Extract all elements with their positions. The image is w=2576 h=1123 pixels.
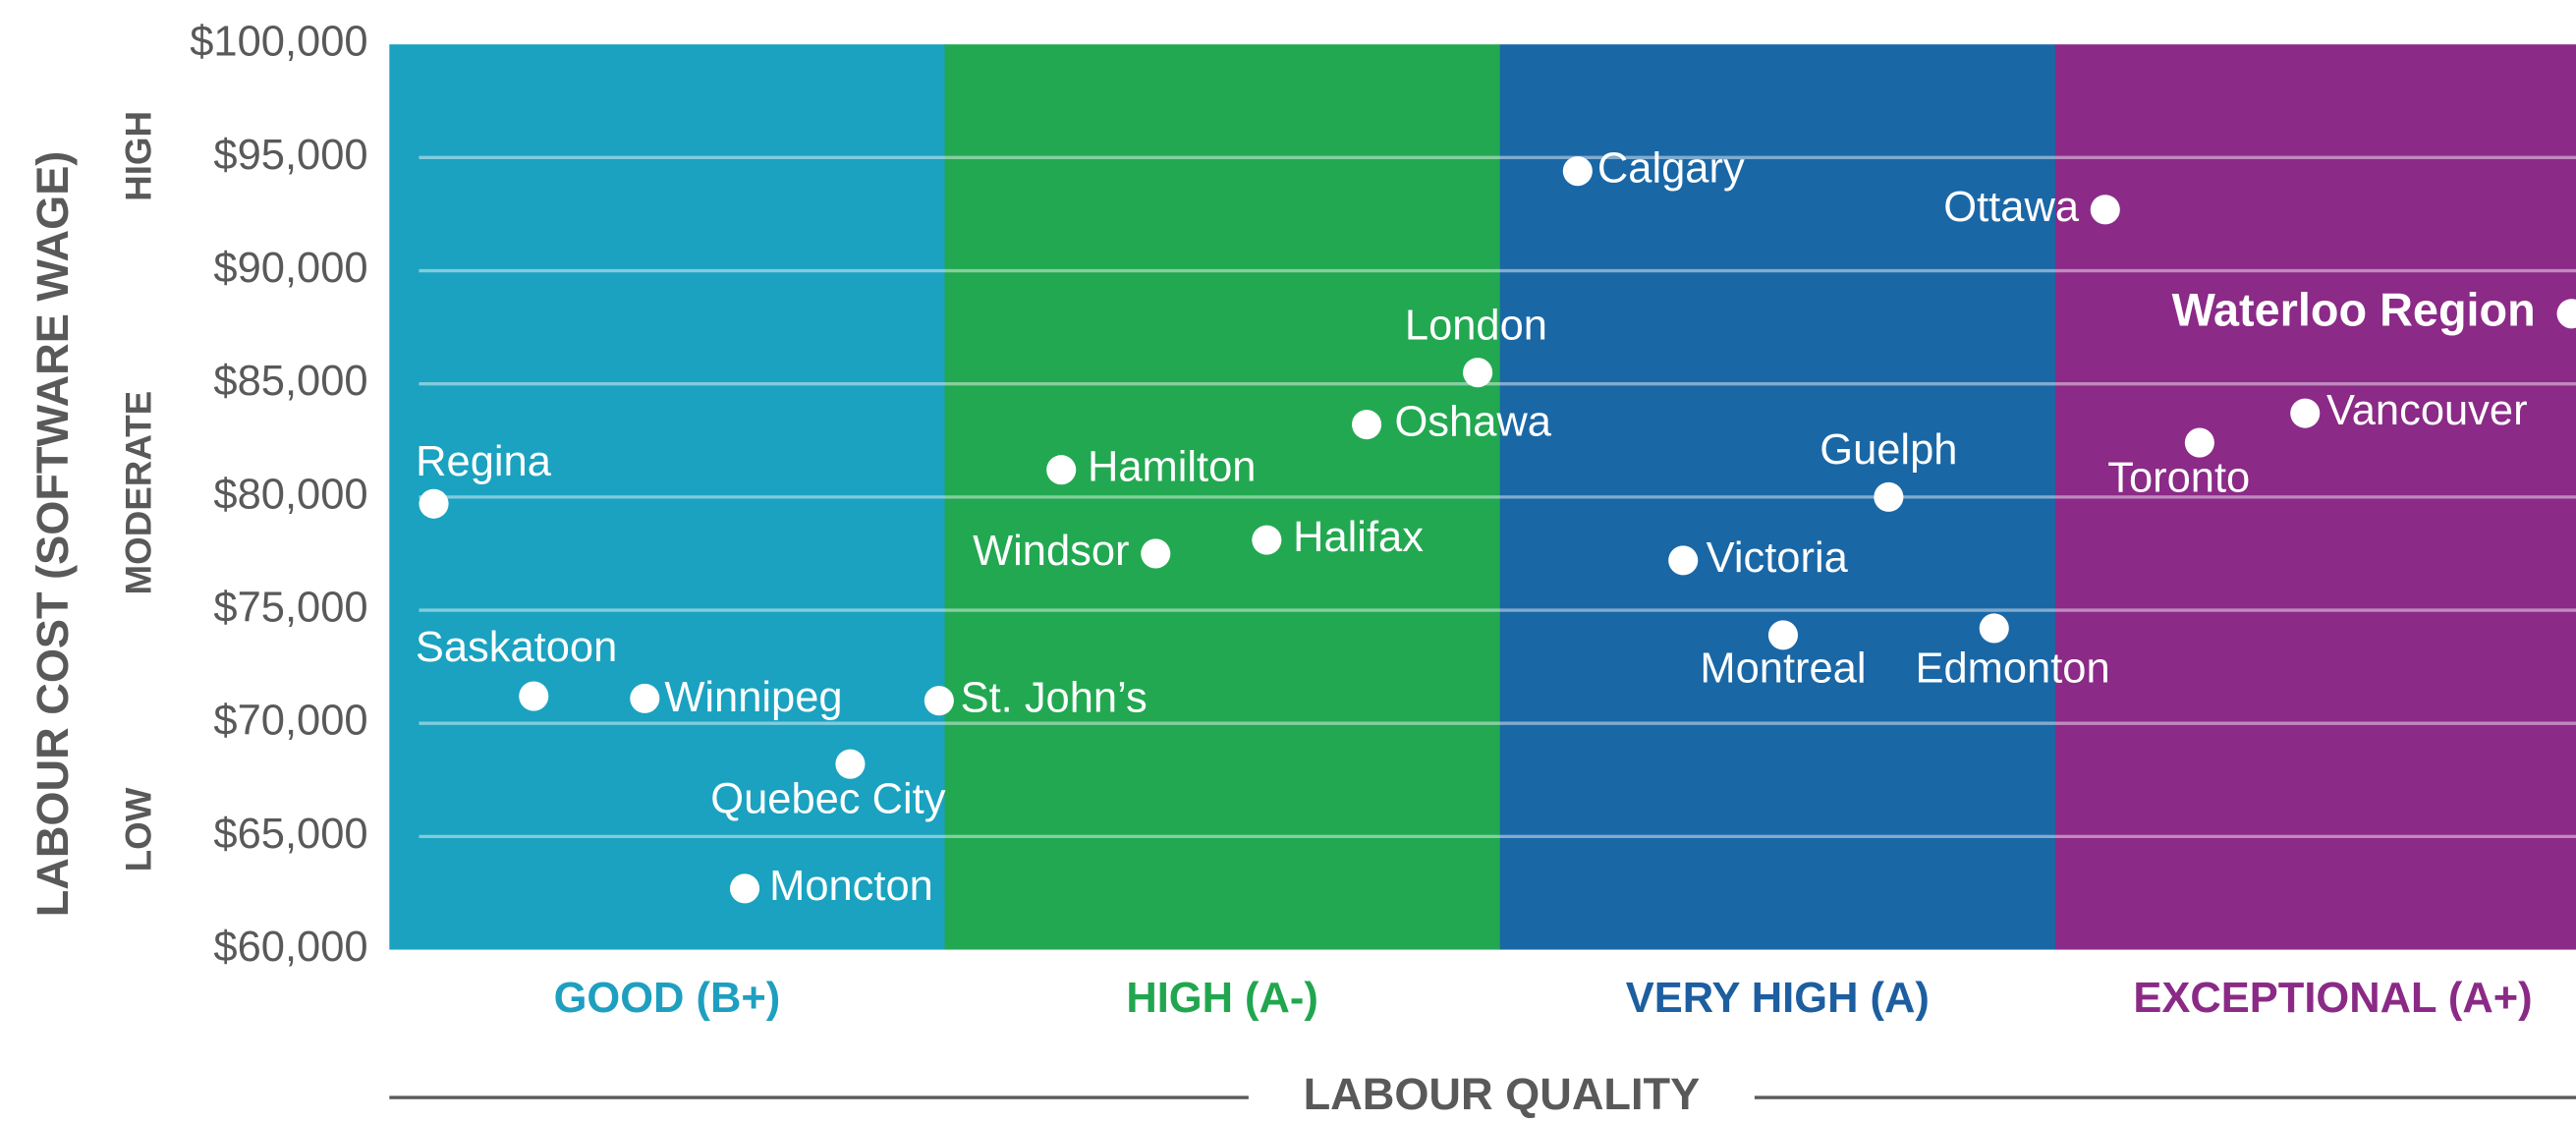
- y-tick-label: $95,000: [213, 132, 367, 179]
- point-label: Vancouver: [2326, 387, 2528, 434]
- cost-level: HIGH: [119, 111, 159, 201]
- category-label: GOOD (B+): [554, 975, 781, 1022]
- point: [2090, 195, 2120, 225]
- quality-band: [2054, 44, 2576, 950]
- point-label: Edmonton: [1915, 645, 2109, 692]
- point: [419, 488, 449, 519]
- point-label: Victoria: [1707, 534, 1849, 582]
- x-axis-label: LABOUR QUALITY: [1304, 1069, 1701, 1119]
- category-label: EXCEPTIONAL (A+): [2133, 975, 2532, 1022]
- category-label: VERY HIGH (A): [1626, 975, 1930, 1022]
- point-label: Calgary: [1597, 145, 1745, 193]
- point: [924, 686, 954, 716]
- point-label: St. John’s: [961, 675, 1148, 722]
- point-label: London: [1405, 303, 1547, 350]
- point-label: Hamilton: [1088, 444, 1257, 491]
- quality-band: [389, 44, 946, 950]
- cost-level: LOW: [119, 787, 159, 871]
- y-tick-label: $80,000: [213, 471, 367, 518]
- y-tick-label: $85,000: [213, 358, 367, 405]
- quality-band: [944, 44, 1501, 950]
- point: [519, 681, 549, 711]
- point: [835, 749, 866, 779]
- point: [1874, 481, 1904, 512]
- point: [2556, 299, 2576, 329]
- point: [1352, 410, 1382, 440]
- y-tick-label: $100,000: [190, 19, 367, 66]
- y-axis-label: LABOUR COST (SOFTWARE WAGE): [28, 151, 78, 918]
- point-label: Waterloo Region: [2172, 285, 2536, 336]
- y-tick-label: $65,000: [213, 811, 367, 858]
- y-tick-label: $70,000: [213, 698, 367, 745]
- y-tick-label: $75,000: [213, 585, 367, 632]
- point-label: Saskatoon: [416, 624, 617, 671]
- point-label: Windsor: [973, 528, 1129, 575]
- point-label: Toronto: [2107, 455, 2250, 502]
- point: [729, 873, 760, 904]
- point-label: Moncton: [769, 863, 933, 910]
- point: [1046, 455, 1077, 485]
- category-label: HIGH (A-): [1126, 975, 1318, 1022]
- point-label: Winnipeg: [664, 674, 842, 721]
- point: [2184, 427, 2214, 458]
- point-label: Oshawa: [1394, 399, 1551, 446]
- point-label: Ottawa: [1943, 184, 2080, 231]
- point-label: Halifax: [1293, 514, 1424, 561]
- cost-level: MODERATE: [119, 391, 159, 595]
- point: [1463, 358, 1493, 388]
- point: [1668, 545, 1699, 576]
- y-tick-label: $90,000: [213, 245, 367, 292]
- point: [1141, 538, 1171, 569]
- point: [1252, 525, 1282, 555]
- point-label: Montreal: [1700, 646, 1866, 693]
- point: [2290, 398, 2321, 428]
- point: [630, 683, 660, 713]
- point-label: Regina: [416, 438, 552, 485]
- point-label: Guelph: [1820, 426, 1957, 474]
- point: [1562, 156, 1593, 187]
- quality-band: [1499, 44, 2056, 950]
- point: [1767, 620, 1799, 650]
- y-tick-label: $60,000: [213, 924, 367, 971]
- point-label: Quebec City: [710, 776, 945, 823]
- point: [1979, 613, 2009, 644]
